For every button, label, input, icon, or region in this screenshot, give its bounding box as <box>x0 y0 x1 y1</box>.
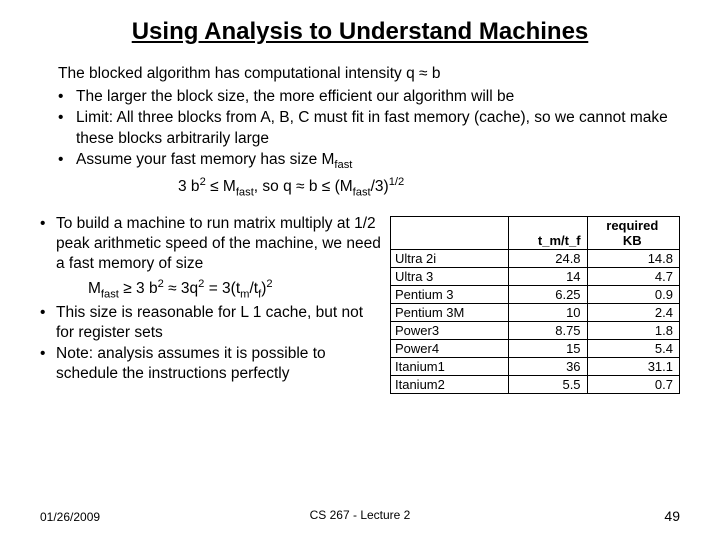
left-bullet: • Note: analysis assumes it is possible … <box>40 344 382 384</box>
bullet-text: This size is reasonable for L 1 cache, b… <box>56 303 382 343</box>
lower-region: • To build a machine to run matrix multi… <box>40 214 680 394</box>
bullet-dot: • <box>40 344 56 384</box>
table-cell: 5.5 <box>508 376 587 394</box>
table-row: Itanium13631.1 <box>391 358 680 376</box>
table-cell: 6.25 <box>508 286 587 304</box>
table-cell: Power3 <box>391 322 509 340</box>
table-cell: 0.7 <box>587 376 679 394</box>
bullet-dot: • <box>58 150 76 173</box>
table-cell: 1.8 <box>587 322 679 340</box>
table-cell: 2.4 <box>587 304 679 322</box>
bullet-text: Limit: All three blocks from A, B, C mus… <box>76 108 680 150</box>
table-cell: 8.75 <box>508 322 587 340</box>
bullet-text: The larger the block size, the more effi… <box>76 87 680 108</box>
table-cell: 4.7 <box>587 268 679 286</box>
table-header-cell: t_m/t_f <box>508 217 587 250</box>
table-cell: Itanium1 <box>391 358 509 376</box>
machine-table: t_m/t_f requiredKB Ultra 2i24.814.8Ultra… <box>390 216 680 394</box>
table-cell: 10 <box>508 304 587 322</box>
footer-course: CS 267 - Lecture 2 <box>40 508 680 522</box>
left-bullet: • To build a machine to run matrix multi… <box>40 214 382 274</box>
bullet-dot: • <box>40 214 56 274</box>
table-header-cell: requiredKB <box>587 217 679 250</box>
slide-title: Using Analysis to Understand Machines <box>40 18 680 46</box>
table-cell: Pentium 3M <box>391 304 509 322</box>
footer: 01/26/2009 CS 267 - Lecture 2 49 <box>40 508 680 524</box>
top-bullet: • Limit: All three blocks from A, B, C m… <box>58 108 680 150</box>
table-cell: 14 <box>508 268 587 286</box>
table-cell: 36 <box>508 358 587 376</box>
left-column: • To build a machine to run matrix multi… <box>40 214 382 394</box>
table-header-cell <box>391 217 509 250</box>
formula-top: 3 b2 ≤ Mfast, so q ≈ b ≤ (Mfast/3)1/2 <box>58 175 680 200</box>
intro-line: The blocked algorithm has computational … <box>58 64 680 85</box>
table-cell: 0.9 <box>587 286 679 304</box>
table-row: Pentium 36.250.9 <box>391 286 680 304</box>
bullet-text: To build a machine to run matrix multipl… <box>56 214 382 274</box>
table-row: Ultra 3144.7 <box>391 268 680 286</box>
table-cell: Ultra 3 <box>391 268 509 286</box>
table-row: Pentium 3M102.4 <box>391 304 680 322</box>
table-cell: 5.4 <box>587 340 679 358</box>
right-column: t_m/t_f requiredKB Ultra 2i24.814.8Ultra… <box>390 214 680 394</box>
table-row: Ultra 2i24.814.8 <box>391 250 680 268</box>
top-bullet: • The larger the block size, the more ef… <box>58 87 680 108</box>
table-header-row: t_m/t_f requiredKB <box>391 217 680 250</box>
bullet-dot: • <box>58 87 76 108</box>
left-bullet: • This size is reasonable for L 1 cache,… <box>40 303 382 343</box>
bullet-dot: • <box>40 303 56 343</box>
table-cell: Itanium2 <box>391 376 509 394</box>
table-cell: 24.8 <box>508 250 587 268</box>
table-cell: 14.8 <box>587 250 679 268</box>
table-row: Power38.751.8 <box>391 322 680 340</box>
table-cell: Ultra 2i <box>391 250 509 268</box>
table-cell: Pentium 3 <box>391 286 509 304</box>
bullet-text: Assume your fast memory has size Mfast <box>76 150 680 173</box>
table-row: Power4155.4 <box>391 340 680 358</box>
formula-left: Mfast ≥ 3 b2 ≈ 3q2 = 3(tm/tf)2 <box>40 277 382 302</box>
table-row: Itanium25.50.7 <box>391 376 680 394</box>
table-cell: 15 <box>508 340 587 358</box>
bullet-text: Note: analysis assumes it is possible to… <box>56 344 382 384</box>
bullet-dot: • <box>58 108 76 150</box>
top-text-block: The blocked algorithm has computational … <box>40 64 680 200</box>
table-cell: Power4 <box>391 340 509 358</box>
top-bullet: • Assume your fast memory has size Mfast <box>58 150 680 173</box>
table-cell: 31.1 <box>587 358 679 376</box>
